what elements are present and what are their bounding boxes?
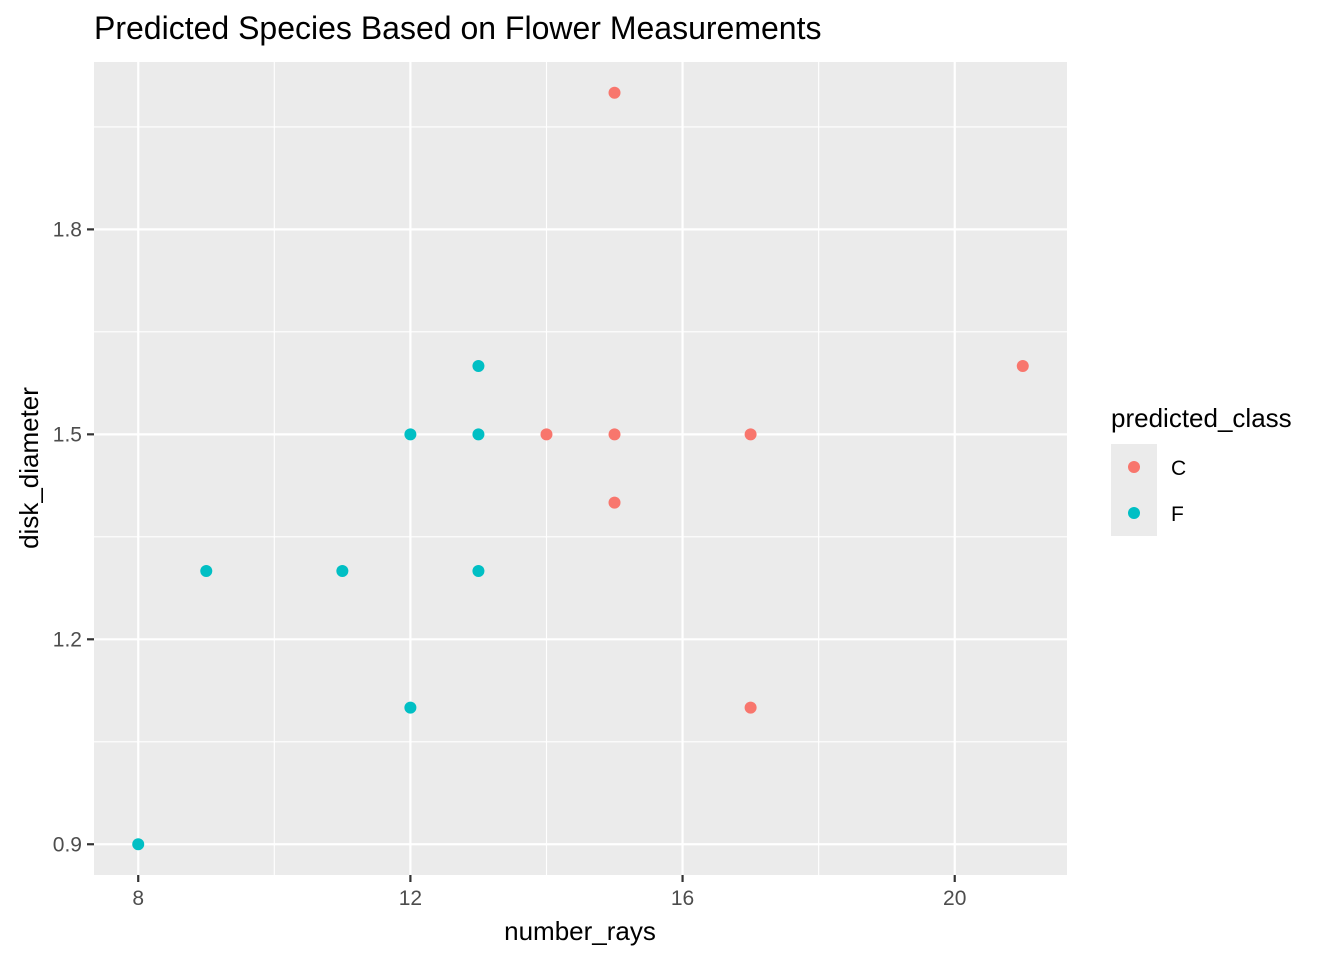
legend-title: predicted_class <box>1111 403 1292 433</box>
data-point-c <box>540 428 553 441</box>
x-tick-label: 16 <box>671 887 694 910</box>
legend-key-background <box>1111 444 1157 536</box>
data-point-c <box>608 86 621 99</box>
legend-label-c: C <box>1171 457 1186 480</box>
data-point-c <box>744 428 757 441</box>
y-tick-label: 1.2 <box>53 628 82 651</box>
data-point-c <box>1016 360 1029 373</box>
y-axis-title: disk_diameter <box>14 387 44 549</box>
legend: predicted_class CF <box>1111 403 1292 536</box>
legend-key-c <box>1128 461 1140 473</box>
data-point-f <box>132 838 145 851</box>
legend-label-f: F <box>1171 503 1184 526</box>
y-tick-label: 1.5 <box>53 423 82 446</box>
major-gridlines <box>94 62 1067 875</box>
plot-panel <box>94 62 1067 875</box>
y-tick-label: 1.8 <box>53 218 82 241</box>
x-tick-label: 12 <box>399 887 422 910</box>
data-point-f <box>200 564 213 577</box>
chart-title: Predicted Species Based on Flower Measur… <box>94 10 821 46</box>
data-point-f <box>404 428 417 441</box>
y-axis: 0.9 1.2 1.5 1.8 <box>53 218 94 856</box>
data-point-f <box>472 428 485 441</box>
data-point-c <box>608 428 621 441</box>
data-point-c <box>744 701 757 714</box>
x-tick-label: 20 <box>943 887 966 910</box>
data-point-c <box>608 496 621 509</box>
x-axis: 8 12 16 20 <box>132 875 966 910</box>
x-tick-label: 8 <box>132 887 144 910</box>
legend-items: CF <box>1111 444 1186 536</box>
x-axis-title: number_rays <box>504 916 656 946</box>
data-point-f <box>404 701 417 714</box>
y-tick-label: 0.9 <box>53 833 82 856</box>
minor-gridlines <box>94 62 1067 875</box>
legend-key-f <box>1128 507 1140 519</box>
data-point-f <box>336 564 349 577</box>
data-point-f <box>472 564 485 577</box>
data-point-f <box>472 360 485 373</box>
data-points <box>132 86 1029 851</box>
